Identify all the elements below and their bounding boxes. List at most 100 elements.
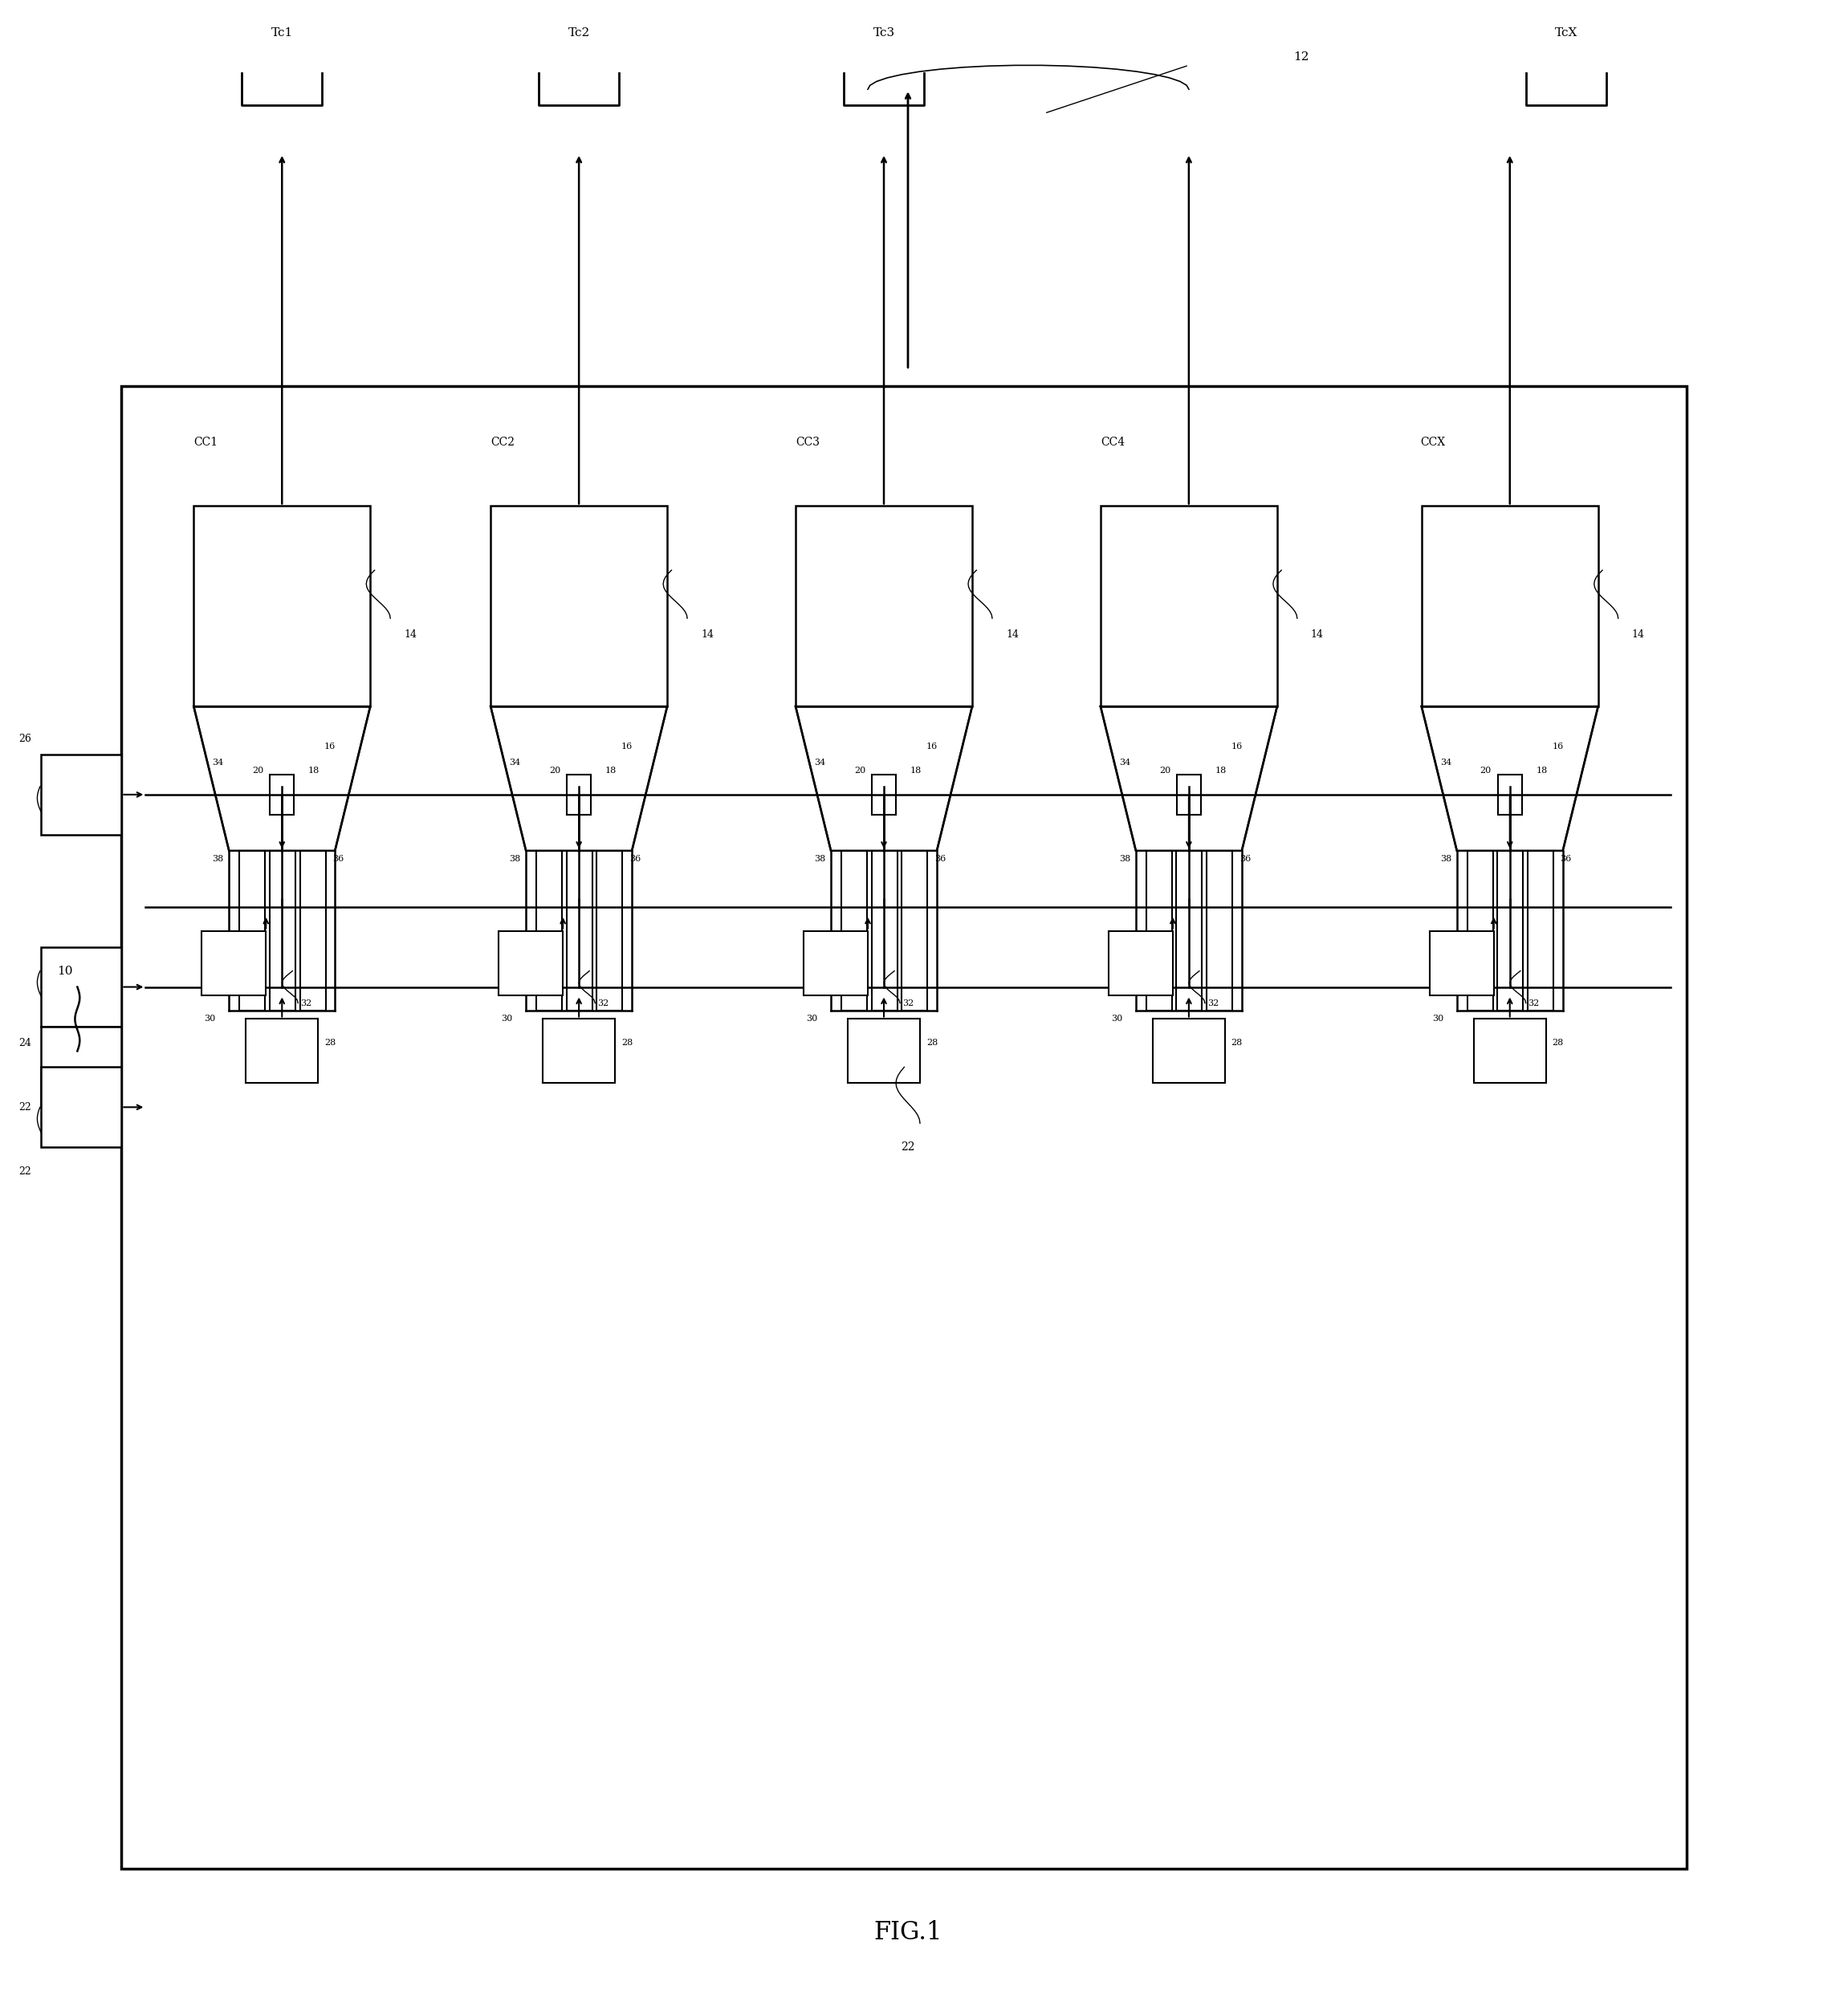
Text: 20: 20	[1159, 767, 1170, 775]
Text: 14: 14	[1632, 628, 1645, 640]
Bar	[201, 930, 266, 995]
Text: 36: 36	[1560, 854, 1573, 862]
Bar	[270, 775, 294, 814]
Text: 32: 32	[1528, 999, 1539, 1007]
Bar	[1177, 850, 1203, 1011]
Text: 30: 30	[501, 1015, 512, 1023]
Text: 28: 28	[621, 1039, 632, 1047]
Text: 36: 36	[333, 854, 344, 862]
Bar	[567, 775, 591, 814]
Bar	[1473, 1019, 1547, 1084]
Text: 28: 28	[325, 1039, 336, 1047]
Text: CC2: CC2	[490, 437, 516, 447]
Bar	[1101, 506, 1277, 707]
Bar	[41, 1067, 122, 1148]
Text: 30: 30	[203, 1015, 216, 1023]
Text: 36: 36	[935, 854, 946, 862]
Text: 32: 32	[902, 999, 913, 1007]
Text: 16: 16	[621, 743, 632, 751]
Text: Tc2: Tc2	[567, 28, 590, 38]
Bar	[1430, 930, 1493, 995]
Text: 20: 20	[251, 767, 264, 775]
Text: 14: 14	[1310, 628, 1323, 640]
Text: 28: 28	[1231, 1039, 1242, 1047]
Bar	[246, 1019, 318, 1084]
Text: 34: 34	[813, 759, 826, 767]
Bar	[848, 1019, 920, 1084]
Text: 38: 38	[1440, 854, 1451, 862]
Text: 32: 32	[301, 999, 312, 1007]
Text: 28: 28	[1552, 1039, 1563, 1047]
Text: 16: 16	[1552, 743, 1563, 751]
Bar	[872, 775, 896, 814]
Bar	[122, 387, 1687, 1869]
Text: 22: 22	[18, 1166, 31, 1176]
Text: 38: 38	[213, 854, 224, 862]
Bar	[1153, 1019, 1225, 1084]
Text: 20: 20	[854, 767, 865, 775]
Text: 36: 36	[1240, 854, 1251, 862]
Bar	[41, 947, 122, 1027]
Bar	[1109, 930, 1173, 995]
Text: Tc3: Tc3	[872, 28, 894, 38]
Text: 32: 32	[597, 999, 608, 1007]
Text: 14: 14	[1005, 628, 1018, 640]
Bar	[796, 506, 972, 707]
Bar	[804, 930, 869, 995]
Text: 36: 36	[630, 854, 641, 862]
Text: 16: 16	[325, 743, 336, 751]
Bar	[41, 1027, 122, 1108]
Text: 18: 18	[1536, 767, 1547, 775]
Text: 30: 30	[806, 1015, 817, 1023]
Bar	[902, 850, 928, 1011]
Bar	[1207, 850, 1233, 1011]
Bar	[536, 850, 562, 1011]
Text: CCX: CCX	[1421, 437, 1445, 447]
Text: 12: 12	[1294, 52, 1308, 62]
Text: 38: 38	[1118, 854, 1131, 862]
Text: 32: 32	[1207, 999, 1218, 1007]
Text: 18: 18	[606, 767, 617, 775]
Text: 14: 14	[405, 628, 418, 640]
Text: TcX: TcX	[1554, 28, 1578, 38]
Text: CC4: CC4	[1100, 437, 1125, 447]
Text: 16: 16	[926, 743, 937, 751]
Bar	[41, 755, 122, 834]
Text: 18: 18	[1216, 767, 1227, 775]
Bar	[1467, 850, 1493, 1011]
Bar	[597, 850, 623, 1011]
Text: CC3: CC3	[796, 437, 821, 447]
Bar	[1497, 775, 1523, 814]
Text: 30: 30	[1111, 1015, 1122, 1023]
Text: 16: 16	[1231, 743, 1242, 751]
Text: 30: 30	[1432, 1015, 1443, 1023]
Bar	[1421, 506, 1599, 707]
Text: 34: 34	[508, 759, 521, 767]
Bar	[1146, 850, 1172, 1011]
Bar	[567, 850, 591, 1011]
Text: 20: 20	[1480, 767, 1491, 775]
Bar	[872, 850, 896, 1011]
Bar	[492, 506, 667, 707]
Text: 14: 14	[700, 628, 713, 640]
Text: 20: 20	[549, 767, 560, 775]
Text: 38: 38	[508, 854, 521, 862]
Text: Tc1: Tc1	[272, 28, 294, 38]
Text: 34: 34	[213, 759, 224, 767]
Text: 34: 34	[1118, 759, 1131, 767]
Text: FIG.1: FIG.1	[874, 1919, 942, 1946]
Bar	[1528, 850, 1554, 1011]
Bar	[270, 850, 296, 1011]
Bar	[841, 850, 867, 1011]
Text: 26: 26	[18, 733, 31, 743]
Text: 18: 18	[911, 767, 922, 775]
Bar	[543, 1019, 615, 1084]
Bar	[499, 930, 564, 995]
Text: 34: 34	[1440, 759, 1451, 767]
Text: 24: 24	[18, 1037, 31, 1047]
Bar	[1497, 850, 1523, 1011]
Bar	[240, 850, 264, 1011]
Text: CC1: CC1	[194, 437, 218, 447]
Bar	[1177, 775, 1201, 814]
Text: 38: 38	[813, 854, 826, 862]
